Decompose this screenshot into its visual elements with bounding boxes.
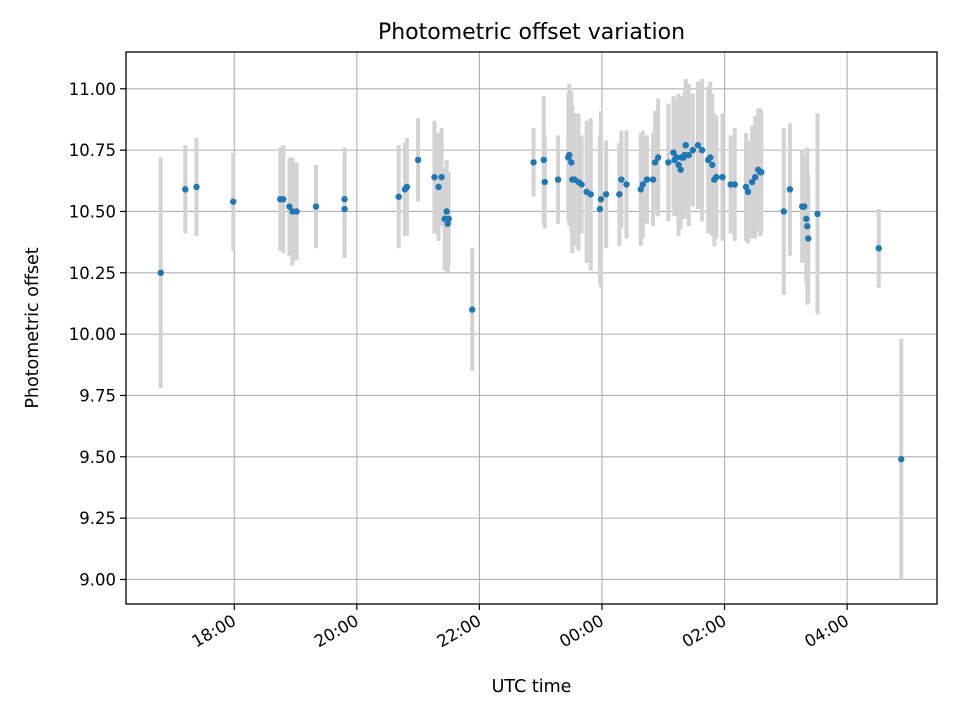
- data-point: [804, 222, 811, 230]
- data-point: [709, 161, 716, 169]
- y-tick-label: 10.00: [69, 325, 116, 344]
- data-point: [312, 203, 320, 210]
- data-point: [414, 156, 422, 164]
- y-tick-label: 10.50: [69, 202, 116, 221]
- data-point: [443, 208, 450, 215]
- data-point: [230, 198, 237, 205]
- points-layer: [157, 142, 905, 463]
- data-point: [801, 203, 808, 210]
- data-point: [654, 154, 662, 161]
- data-point: [758, 169, 765, 176]
- data-point: [637, 186, 644, 193]
- data-point: [618, 176, 625, 183]
- data-point: [602, 191, 610, 198]
- data-point: [530, 159, 537, 166]
- y-tick-label: 10.25: [69, 264, 116, 283]
- data-point: [803, 215, 810, 223]
- data-point: [597, 196, 605, 203]
- y-tick-label: 11.00: [69, 80, 116, 99]
- data-point: [403, 183, 411, 191]
- data-point: [751, 173, 759, 181]
- x-axis-label: UTC time: [492, 677, 572, 697]
- data-point: [596, 205, 604, 213]
- data-point: [280, 196, 287, 203]
- data-point: [157, 269, 164, 276]
- data-point: [814, 210, 821, 218]
- data-point: [748, 178, 756, 186]
- data-point: [780, 208, 787, 215]
- data-point: [286, 203, 293, 210]
- data-point: [649, 176, 657, 183]
- data-point: [445, 215, 452, 223]
- data-point: [744, 188, 752, 196]
- data-point: [587, 191, 594, 198]
- data-point: [707, 154, 714, 161]
- data-point: [731, 181, 738, 188]
- data-point: [805, 235, 812, 242]
- data-point: [623, 181, 630, 188]
- data-point: [719, 173, 726, 181]
- y-tick-label: 9.50: [79, 448, 116, 467]
- data-point: [639, 181, 647, 188]
- data-point: [665, 159, 672, 166]
- data-point: [643, 176, 651, 183]
- data-point: [438, 173, 445, 181]
- data-point: [568, 159, 575, 166]
- data-point: [395, 193, 402, 200]
- data-point: [341, 205, 348, 213]
- data-point: [435, 183, 442, 191]
- data-point: [193, 183, 200, 191]
- data-point: [541, 178, 548, 186]
- data-point: [898, 456, 905, 463]
- data-point: [431, 173, 438, 181]
- data-point: [689, 146, 697, 154]
- data-point: [677, 166, 684, 173]
- data-point: [670, 149, 677, 156]
- data-point: [540, 156, 547, 164]
- data-point: [293, 208, 300, 215]
- data-point: [566, 151, 573, 159]
- data-point: [786, 186, 794, 193]
- y-tick-label: 9.00: [79, 570, 116, 589]
- data-point: [698, 146, 706, 154]
- y-tick-label: 10.75: [69, 141, 116, 160]
- data-point: [682, 142, 689, 149]
- data-point: [675, 161, 682, 169]
- data-point: [875, 245, 882, 252]
- data-point: [685, 151, 692, 159]
- data-point: [673, 154, 680, 161]
- chart-title: Photometric offset variation: [378, 20, 685, 45]
- y-tick-label: 9.25: [79, 509, 116, 528]
- data-point: [182, 186, 189, 193]
- y-tick-label: 9.75: [79, 386, 116, 405]
- data-point: [469, 306, 476, 313]
- data-point: [713, 173, 720, 181]
- data-point: [578, 181, 585, 188]
- y-axis-label: Photometric offset: [23, 247, 43, 408]
- data-point: [554, 176, 562, 183]
- data-point: [694, 142, 702, 149]
- data-point: [651, 159, 659, 166]
- data-point: [742, 183, 750, 191]
- plot-frame: [125, 51, 938, 605]
- data-point: [444, 220, 451, 227]
- data-point: [341, 196, 348, 203]
- data-point: [616, 191, 623, 198]
